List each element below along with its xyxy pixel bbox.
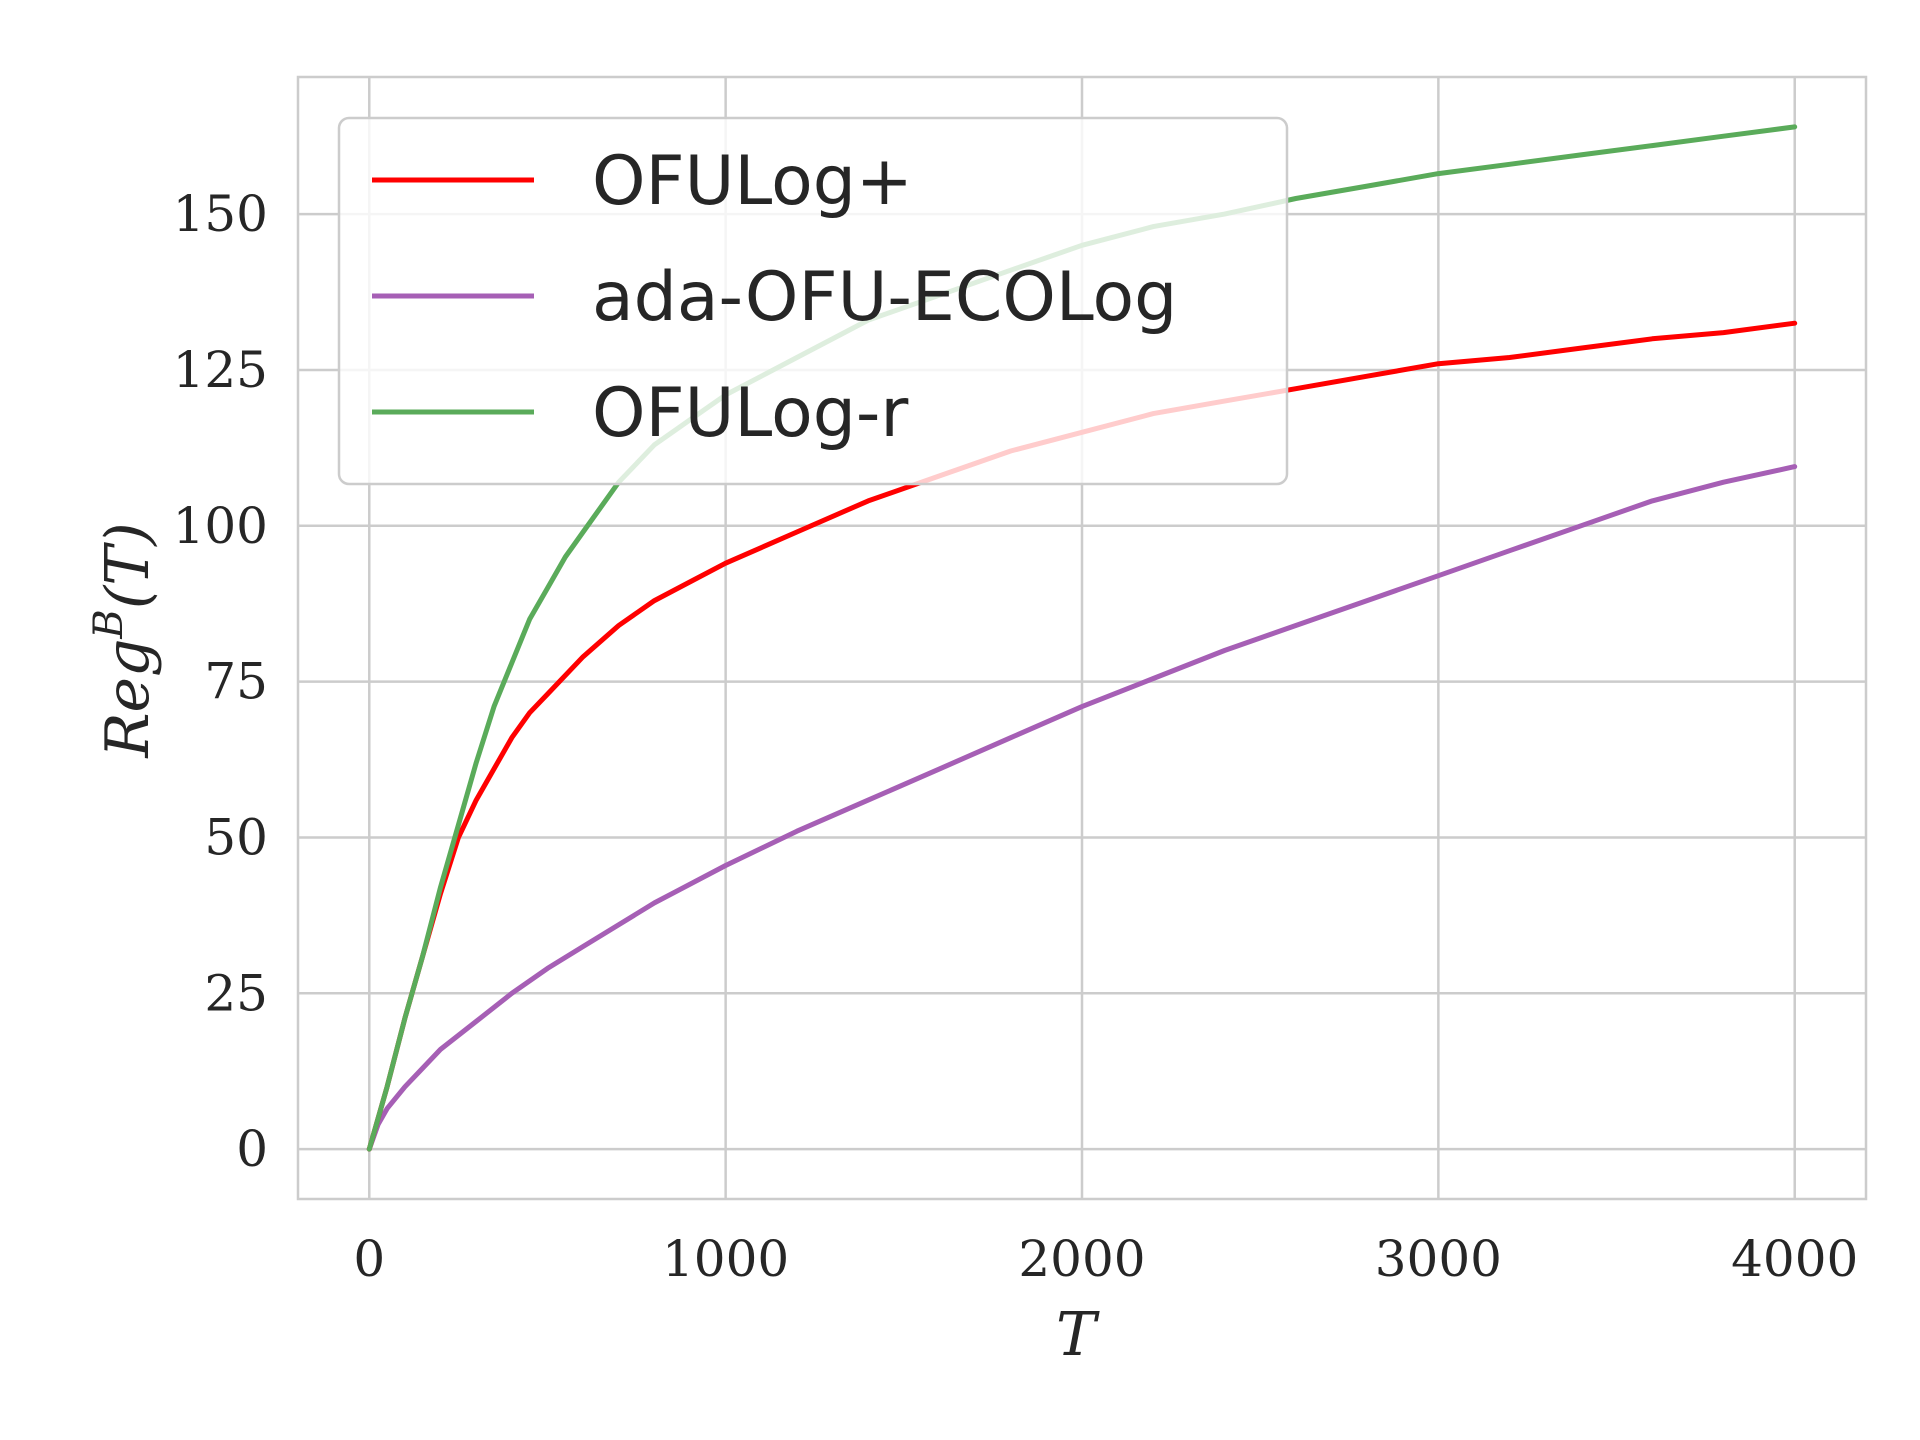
y-axis-label: RegB(T) xyxy=(86,522,163,758)
x-axis-label: T xyxy=(1056,1300,1100,1370)
legend: OFULog+ ada-OFU-ECOLog OFULog-r xyxy=(337,116,1289,486)
y-tick-label: 25 xyxy=(204,964,268,1022)
x-tick-label: 2000 xyxy=(1018,1230,1145,1288)
y-tick-label: 0 xyxy=(236,1120,268,1178)
legend-label-ofulog-r: OFULog-r xyxy=(592,374,908,453)
x-tick-label: 0 xyxy=(353,1230,385,1288)
y-tick-label: 75 xyxy=(204,653,268,711)
series-line-ada-ofu-ecolog xyxy=(366,464,1798,1152)
legend-box xyxy=(337,116,1289,486)
x-tick-labels: 0 1000 2000 3000 4000 xyxy=(353,1230,1858,1288)
legend-label-ofulog-: OFULog+ xyxy=(592,142,913,221)
svg-text:RegB(T): RegB(T) xyxy=(86,522,163,758)
x-tick-label: 1000 xyxy=(662,1230,789,1288)
y-tick-label: 50 xyxy=(204,808,268,866)
y-tick-label: 100 xyxy=(173,497,268,555)
y-tick-labels: 0 25 50 75 100 125 150 xyxy=(173,185,268,1178)
y-axis-label-sup: B xyxy=(86,609,132,639)
y-tick-label: 150 xyxy=(173,185,268,243)
x-tick-label: 4000 xyxy=(1731,1230,1858,1288)
y-tick-label: 125 xyxy=(173,341,268,399)
y-axis-label-arg: (T) xyxy=(93,522,163,609)
y-axis-label-base: Reg xyxy=(93,639,163,759)
legend-label-ada-ofu-ecolog: ada-OFU-ECOLog xyxy=(592,258,1177,337)
series-line-ofulog- xyxy=(366,320,1798,1152)
plot-frame xyxy=(296,75,1868,1201)
x-tick-label: 3000 xyxy=(1375,1230,1502,1288)
